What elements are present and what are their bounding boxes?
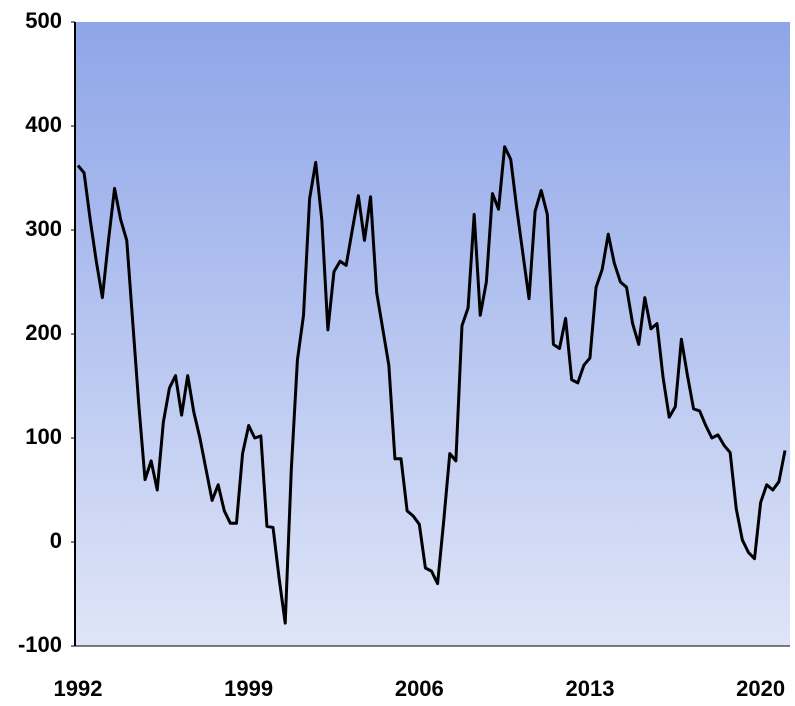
y-tick-label: 0 [50,528,62,553]
y-tick-label: 300 [25,216,62,241]
data-line [76,145,787,625]
y-tick-label: 400 [25,112,62,137]
x-tick-label: 2006 [395,676,444,701]
y-tick-label: 100 [25,424,62,449]
y-tick-label: 200 [25,320,62,345]
x-tick-label: 1999 [224,676,273,701]
x-tick-label: 2013 [565,676,614,701]
x-tick-label: 1992 [54,676,103,701]
y-tick-label: -100 [18,632,62,657]
x-tick-label: 2020 [736,676,785,701]
plot-area [75,22,790,646]
y-tick-label: 500 [25,8,62,33]
